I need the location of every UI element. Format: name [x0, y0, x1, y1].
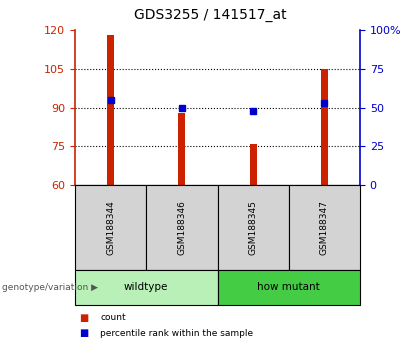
Bar — [178, 113, 186, 185]
Text: GSM188345: GSM188345 — [249, 200, 257, 255]
Text: how mutant: how mutant — [257, 282, 320, 292]
Text: GSM188347: GSM188347 — [320, 200, 329, 255]
Bar — [107, 35, 114, 185]
Text: percentile rank within the sample: percentile rank within the sample — [100, 329, 253, 337]
Text: GSM188346: GSM188346 — [177, 200, 186, 255]
Text: GDS3255 / 141517_at: GDS3255 / 141517_at — [134, 8, 286, 22]
Text: wildtype: wildtype — [124, 282, 168, 292]
Text: genotype/variation ▶: genotype/variation ▶ — [2, 283, 98, 292]
Text: ■: ■ — [79, 313, 89, 323]
Text: count: count — [100, 314, 126, 322]
Text: ■: ■ — [79, 328, 89, 338]
Text: GSM188344: GSM188344 — [106, 200, 115, 255]
Bar — [321, 69, 328, 185]
Bar — [249, 144, 257, 185]
